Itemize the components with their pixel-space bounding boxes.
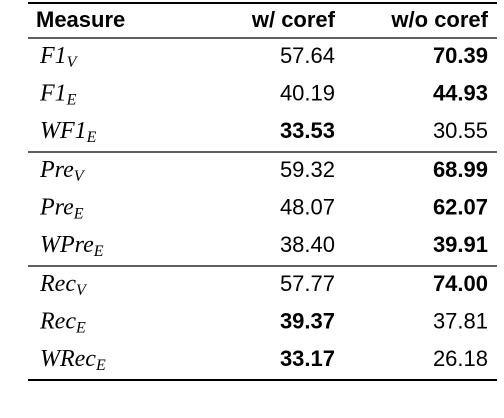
measure-subscript: V xyxy=(76,282,88,299)
measure-subscript: V xyxy=(74,168,86,185)
measure-name: WRec xyxy=(40,346,96,372)
value-cell: 57.64 xyxy=(280,43,335,68)
measure-name: F1 xyxy=(39,43,67,69)
value-cell: 39.91 xyxy=(433,232,488,257)
value-cell: 59.32 xyxy=(280,157,335,182)
value-cell: 39.37 xyxy=(280,308,335,333)
measure-name: Rec xyxy=(39,308,76,334)
measure-cell: F1V xyxy=(39,43,79,71)
value-cell: 33.17 xyxy=(280,346,335,371)
header-cell: w/ coref xyxy=(251,7,336,32)
measure-subscript: V xyxy=(67,54,79,71)
value-cell: 70.39 xyxy=(433,43,488,68)
measure-subscript: E xyxy=(75,319,86,336)
measure-cell: PreE xyxy=(39,194,84,222)
value-cell: 37.81 xyxy=(433,308,488,333)
value-cell: 48.07 xyxy=(280,194,335,219)
value-cell: 44.93 xyxy=(433,80,488,105)
value-cell: 74.00 xyxy=(433,271,488,296)
measure-cell: WPreE xyxy=(40,232,104,260)
value-cell: 68.99 xyxy=(433,157,488,182)
measure-subscript: E xyxy=(95,357,106,374)
measure-cell: PreV xyxy=(39,157,86,185)
measure-name: F1 xyxy=(39,80,67,106)
measure-cell: F1E xyxy=(39,80,77,108)
value-cell: 40.19 xyxy=(280,80,335,105)
value-cell: 30.55 xyxy=(433,118,488,143)
value-cell: 62.07 xyxy=(433,194,488,219)
header-cell: Measure xyxy=(36,7,125,32)
value-cell: 57.77 xyxy=(280,271,335,296)
measure-name: Pre xyxy=(39,194,74,220)
measure-cell: WF1E xyxy=(40,118,97,146)
measure-subscript: E xyxy=(86,129,97,146)
value-cell: 26.18 xyxy=(433,346,488,371)
measure-subscript: E xyxy=(73,205,84,222)
measure-cell: WRecE xyxy=(40,346,106,374)
measure-name: Rec xyxy=(39,271,76,297)
measure-name: WPre xyxy=(40,232,94,258)
measure-subscript: E xyxy=(66,91,77,108)
measure-cell: RecV xyxy=(39,271,88,299)
measure-subscript: E xyxy=(93,243,104,260)
value-cell: 38.40 xyxy=(280,232,335,257)
measure-name: WF1 xyxy=(40,118,87,144)
measure-cell: RecE xyxy=(39,308,86,336)
header-cell: w/o coref xyxy=(390,7,488,32)
value-cell: 33.53 xyxy=(280,118,335,143)
measure-name: Pre xyxy=(39,157,74,183)
